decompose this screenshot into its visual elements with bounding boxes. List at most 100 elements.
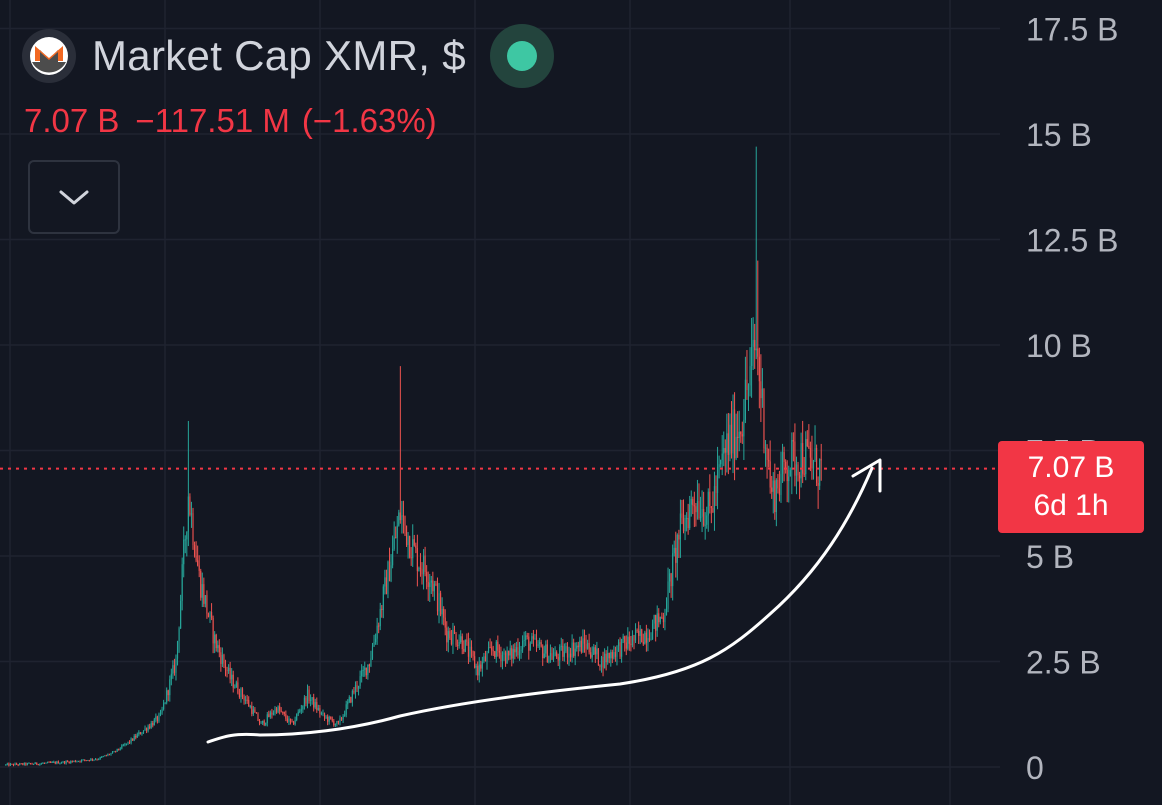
candle-body xyxy=(484,656,487,662)
candle-body xyxy=(371,646,374,659)
candle-body xyxy=(344,714,346,716)
candle-body xyxy=(645,632,647,643)
candle-body xyxy=(554,652,556,656)
market-open-dot-icon[interactable] xyxy=(489,24,554,88)
candle-body xyxy=(186,531,188,540)
candle-body xyxy=(467,641,470,657)
candle-body xyxy=(710,506,712,509)
candle-body xyxy=(79,761,81,763)
candle-body xyxy=(163,703,165,710)
candle-body xyxy=(655,615,657,631)
candle-body xyxy=(200,570,202,598)
candle-body xyxy=(405,525,408,545)
candle-body xyxy=(198,565,200,571)
candle-body xyxy=(800,443,802,479)
candle-body xyxy=(99,757,101,760)
candle-body xyxy=(368,664,370,667)
candle-body xyxy=(348,697,350,702)
candle-body xyxy=(398,512,400,526)
candle-body xyxy=(526,635,528,637)
candle-body xyxy=(108,754,111,756)
candle-body xyxy=(591,654,593,658)
candle-body xyxy=(469,646,471,657)
candle-body xyxy=(775,479,777,513)
candle-body xyxy=(624,636,626,643)
candle-body xyxy=(549,653,552,657)
candle-body xyxy=(441,608,443,615)
candle-body xyxy=(101,756,103,758)
candle-body xyxy=(158,714,160,721)
candle-body xyxy=(438,593,440,612)
candle-body xyxy=(537,644,539,647)
candle-body xyxy=(51,762,53,764)
candle-body xyxy=(508,650,510,656)
candle-body xyxy=(628,636,630,644)
candle-body xyxy=(497,641,499,651)
candle-body xyxy=(751,346,753,367)
candle-body xyxy=(31,763,33,765)
candle-body xyxy=(785,461,787,470)
candle-body xyxy=(489,646,491,648)
candle-body xyxy=(740,431,742,435)
candle-body xyxy=(515,647,517,653)
candle-body xyxy=(178,628,180,642)
candle-body xyxy=(752,339,754,347)
candle-body xyxy=(367,664,369,676)
candle-body xyxy=(105,755,107,757)
legend-toggle-button[interactable] xyxy=(28,160,120,234)
candle-body xyxy=(404,516,406,526)
candle-body xyxy=(703,509,705,526)
candle-body xyxy=(641,629,643,642)
candle-body xyxy=(93,759,95,761)
candle-body xyxy=(610,652,612,659)
candle-body xyxy=(556,652,558,657)
y-axis[interactable]: 02.5 B5 B7.5 B10 B12.5 B15 B17.5 B xyxy=(1026,12,1119,787)
candle-body xyxy=(427,581,429,587)
candle-body xyxy=(746,379,748,391)
quote-line: 7.07 B −117.51 M (−1.63%) xyxy=(24,102,437,140)
symbol-title[interactable]: Market Cap XMR, $ xyxy=(92,32,466,79)
candle-body xyxy=(692,498,694,506)
candle-body xyxy=(94,759,97,761)
candle-body xyxy=(686,517,688,519)
candle-body xyxy=(658,613,660,623)
candle-body xyxy=(794,441,796,476)
candle-body xyxy=(337,721,340,723)
candle-body xyxy=(36,762,38,765)
candle-body xyxy=(184,539,186,541)
candle-body xyxy=(56,761,58,764)
candle-body xyxy=(153,719,155,726)
candle-body xyxy=(146,728,148,731)
candle-body xyxy=(357,685,360,689)
candle-body xyxy=(741,434,743,437)
candle-body xyxy=(291,721,293,723)
candle-body xyxy=(28,763,30,765)
candle-body xyxy=(619,642,621,657)
candle-body xyxy=(504,652,507,664)
candle-body xyxy=(735,436,737,459)
candle-body xyxy=(673,547,675,554)
candle-body xyxy=(141,732,143,735)
candle-body xyxy=(738,431,740,438)
candle-body xyxy=(37,764,39,766)
candle-body xyxy=(9,763,11,766)
candle-body xyxy=(277,706,279,713)
candle-body xyxy=(509,648,511,656)
candle-body xyxy=(582,638,584,653)
candle-body xyxy=(310,699,312,702)
candle-body xyxy=(203,584,205,604)
candle-body xyxy=(206,595,208,614)
candle-body xyxy=(758,356,760,382)
candle-body xyxy=(656,613,658,631)
candle-body xyxy=(161,709,163,713)
candle-body xyxy=(478,664,480,676)
candle-body xyxy=(522,640,524,650)
candle-body xyxy=(689,504,691,529)
candle-body xyxy=(255,712,258,714)
candle-body xyxy=(272,712,275,715)
candle-body xyxy=(396,525,398,538)
candle-body xyxy=(268,714,270,718)
candle-body xyxy=(514,649,516,653)
candle-body xyxy=(761,388,764,399)
